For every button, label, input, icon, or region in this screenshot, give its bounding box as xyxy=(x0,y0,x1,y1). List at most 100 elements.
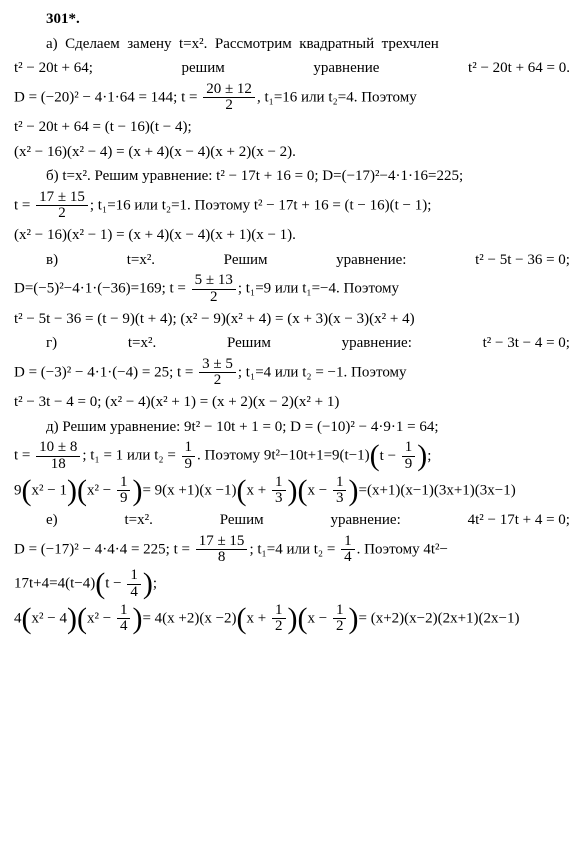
e-l3-d: 9 xyxy=(117,491,131,507)
f-l2-b: ; t₁=4 или t₂ = xyxy=(249,541,339,557)
d-line2: D = (−3)² − 4·1·(−4) = 25; t = 3 ± 52; t… xyxy=(14,357,570,390)
d-l2-frac: 3 ± 52 xyxy=(199,357,236,390)
f-l4-g: = (x+2)(x−2)(2x+1)(2x−1) xyxy=(358,610,519,626)
d-l2-den: 2 xyxy=(199,373,236,389)
f-l2-d2: 4 xyxy=(341,550,355,566)
e-l2-d2: 9 xyxy=(182,457,196,473)
e-l2-b: ; t₁ = 1 или t₂ = xyxy=(82,448,179,464)
c-l1-b: t=x². xyxy=(127,249,155,272)
f-l1-e: 4t² − 17t + 4 = 0; xyxy=(468,509,570,532)
e-l2-num: 10 ± 8 xyxy=(36,440,80,457)
f-l2-d: 8 xyxy=(196,550,248,566)
f-l1-a: е) xyxy=(46,509,58,532)
f-l2-frac2: 14 xyxy=(341,534,355,567)
f-l4-d3: 2 xyxy=(272,619,286,635)
d-l2-num: 3 ± 5 xyxy=(199,357,236,374)
d-l2-a: D = (−3)² − 4·1·(−4) = 25; t = xyxy=(14,364,197,380)
f-l2-c: . Поэтому 4t²− xyxy=(357,541,448,557)
a-l2-a: t² − 20t + 64; xyxy=(14,57,93,80)
f-l3-frac: 14 xyxy=(127,568,141,601)
e-l3-n2: 1 xyxy=(272,475,286,492)
e-l3-n: 1 xyxy=(117,475,131,492)
f-l2-n2: 1 xyxy=(341,534,355,551)
a-l2-d: t² − 20t + 64 = 0. xyxy=(468,57,570,80)
c-l1-e: t² − 5t − 36 = 0; xyxy=(475,249,570,272)
d-l1-c: Решим xyxy=(227,332,271,355)
f-l2-a: D = (−17)² − 4·4·4 = 225; t = xyxy=(14,541,194,557)
f-line1: е) t=x². Решим уравнение: 4t² − 17t + 4 … xyxy=(14,509,570,532)
c-l2-num: 5 ± 13 xyxy=(192,273,236,290)
f-line2: D = (−17)² − 4·4·4 = 225; t = 17 ± 158; … xyxy=(14,534,570,567)
e-l2-frac3: 19 xyxy=(402,440,416,473)
f-l4-b: x² − 4 xyxy=(32,610,67,626)
e-l2-frac: 10 ± 818 xyxy=(36,440,80,473)
b-l2-b: ; t₁=16 или t₂=1. Поэтому t² − 17t + 16 … xyxy=(90,197,432,213)
f-l3-b: t − xyxy=(105,576,125,592)
e-l2-n2: 1 xyxy=(182,440,196,457)
d-l2-b: ; t₁=4 или t₂ = −1. Поэтому xyxy=(238,364,407,380)
f-l3-a: 17t+4=4(t−4) xyxy=(14,576,95,592)
e-l2-c: . Поэтому 9t²−10t+1=9(t−1) xyxy=(197,448,370,464)
f-l1-c: Решим xyxy=(220,509,264,532)
f-l4-n: 1 xyxy=(117,603,131,620)
d-line1: г) t=x². Решим уравнение: t² − 3t − 4 = … xyxy=(14,332,570,355)
b-l2-frac: 17 ± 152 xyxy=(36,190,88,223)
b-line1: б) t=x². Решим уравнение: t² − 17t + 16 … xyxy=(14,165,570,188)
f-l4-frac2: 12 xyxy=(272,603,286,636)
f-l4-e: x + xyxy=(247,610,270,626)
f-l4-n2: 1 xyxy=(272,603,286,620)
a-l3-frac: 20 ± 122 xyxy=(203,82,255,115)
e-l3-f: x − xyxy=(308,482,331,498)
f-l4-frac3: 12 xyxy=(333,603,347,636)
b-line2: t = 17 ± 152; t₁=16 или t₂=1. Поэтому t²… xyxy=(14,190,570,223)
c-l2-a: D=(−5)²−4·1·(−36)=169; t = xyxy=(14,281,190,297)
d-l1-a: г) xyxy=(46,332,57,355)
f-l4-a: 4 xyxy=(14,610,22,626)
f-line3: 17t+4=4(t−4)(t − 14); xyxy=(14,568,570,601)
a-l3-a: D = (−20)² − 4·1·64 = 144; t = xyxy=(14,89,201,105)
c-l2-b: ; t₁=9 или t₁=−4. Поэтому xyxy=(238,281,399,297)
f-l3-n: 1 xyxy=(127,568,141,585)
c-l1-d: уравнение: xyxy=(336,249,406,272)
d-l1-e: t² − 3t − 4 = 0; xyxy=(483,332,570,355)
c-line3: t² − 5t − 36 = (t − 9)(t + 4); (x² − 9)(… xyxy=(14,308,570,331)
e-l2-d: t − xyxy=(380,448,400,464)
e-l3-frac: 19 xyxy=(117,475,131,508)
e-l3-d3: 3 xyxy=(272,491,286,507)
e-l2-n3: 1 xyxy=(402,440,416,457)
d-l1-b: t=x². xyxy=(128,332,156,355)
e-line2: t = 10 ± 818; t₁ = 1 или t₂ = 19. Поэтом… xyxy=(14,440,570,473)
c-line2: D=(−5)²−4·1·(−36)=169; t = 5 ± 132; t₁=9… xyxy=(14,273,570,306)
f-l4-d2: = 4(x +2)(x −2) xyxy=(142,610,236,626)
d-l1-d: уравнение: xyxy=(342,332,412,355)
e-l3-b: x² − 1 xyxy=(32,482,67,498)
f-l4-f: x − xyxy=(308,610,331,626)
e-line1: д) Решим уравнение: 9t² − 10t + 1 = 0; D… xyxy=(14,416,570,439)
f-l4-frac: 14 xyxy=(117,603,131,636)
e-l3-a: 9 xyxy=(14,482,22,498)
e-line3: 9(x² − 1)(x² − 19)= 9(x +1)(x −1)(x + 13… xyxy=(14,475,570,508)
problem-number: 301*. xyxy=(46,8,570,31)
e-l3-d2: = 9(x +1)(x −1) xyxy=(142,482,236,498)
e-l3-e: x + xyxy=(247,482,270,498)
c-l2-den: 2 xyxy=(192,290,236,306)
f-l4-c: x² − xyxy=(87,610,115,626)
e-l3-d4: 3 xyxy=(333,491,347,507)
e-l3-c: x² − xyxy=(87,482,115,498)
f-l4-d4: 2 xyxy=(333,619,347,635)
a-l3-b: , t₁=16 или t₂=4. Поэтому xyxy=(257,89,417,105)
d-line3: t² − 3t − 4 = 0; (x² − 4)(x² + 1) = (x +… xyxy=(14,391,570,414)
f-l2-n: 17 ± 15 xyxy=(196,534,248,551)
b-l2-den: 2 xyxy=(36,206,88,222)
c-line1: в) t=x². Решим уравнение: t² − 5t − 36 =… xyxy=(14,249,570,272)
e-l2-a: t = xyxy=(14,448,34,464)
e-l3-frac2: 13 xyxy=(272,475,286,508)
a-line4: t² − 20t + 64 = (t − 16)(t − 4); xyxy=(14,116,570,139)
f-l4-n3: 1 xyxy=(333,603,347,620)
f-l2-frac: 17 ± 158 xyxy=(196,534,248,567)
e-l2-den: 18 xyxy=(36,457,80,473)
f-l1-b: t=x². xyxy=(125,509,153,532)
f-l3-d: 4 xyxy=(127,585,141,601)
b-line3: (x² − 16)(x² − 1) = (x + 4)(x − 4)(x + 1… xyxy=(14,224,570,247)
a-line1: а) Сделаем замену t=x². Рассмотрим квадр… xyxy=(14,33,570,56)
